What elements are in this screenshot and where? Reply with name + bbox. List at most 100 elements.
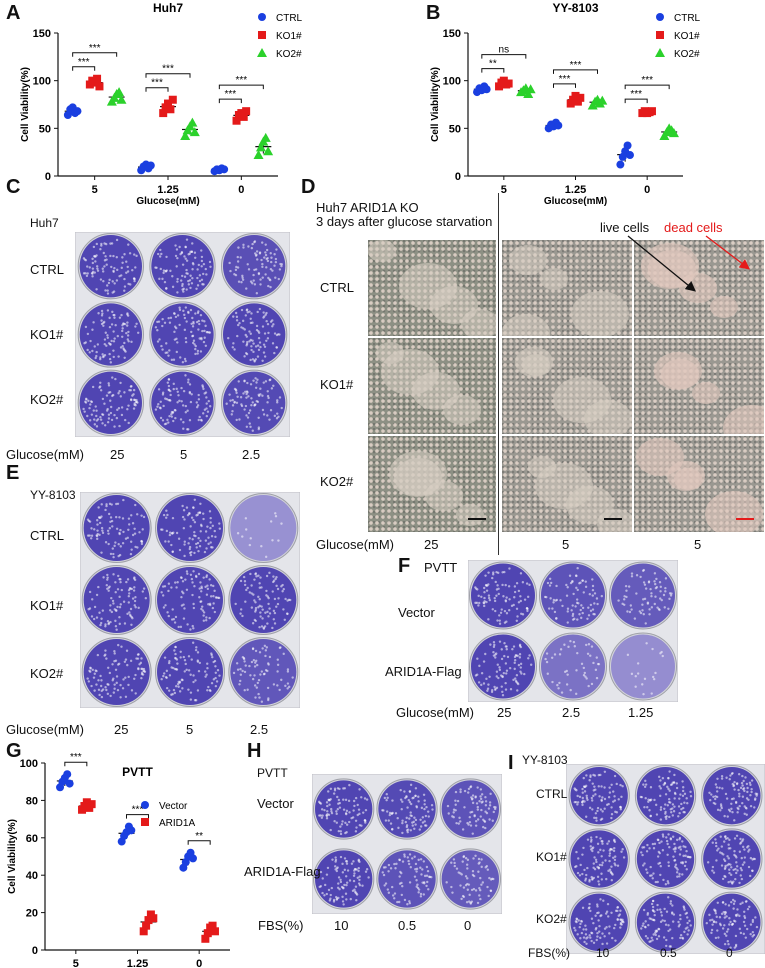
significance-label: ***	[224, 89, 236, 100]
y-tick-label: 0	[455, 171, 461, 183]
colony-well	[469, 561, 537, 630]
panel-d-title: Huh7 ARID1A KO	[316, 200, 419, 215]
data-point	[616, 160, 625, 169]
y-tick-label: 100	[20, 758, 38, 770]
data-point	[668, 128, 679, 138]
panel-c-cell-line: Huh7	[30, 216, 59, 230]
colony-well	[313, 778, 375, 840]
x-tick-label: 0	[644, 184, 650, 196]
x-tick-label: 1.25	[127, 958, 148, 968]
data-point	[149, 914, 158, 923]
panel-e-x-value: 2.5	[250, 722, 269, 737]
chart-title: YY-8103	[552, 1, 598, 15]
data-point	[63, 770, 72, 779]
legend-label: KO2#	[276, 49, 302, 60]
significance-label: ***	[132, 805, 144, 816]
colony-well	[149, 233, 216, 300]
colony-well	[439, 778, 501, 840]
data-point	[114, 87, 125, 97]
colony-well	[634, 828, 697, 890]
panel-label-i: I	[508, 752, 514, 774]
data-point	[597, 95, 608, 105]
x-axis-label: Glucose(mM)	[544, 196, 607, 207]
data-point	[159, 109, 168, 118]
significance-bracket	[218, 84, 264, 90]
legend-label: CTRL	[276, 13, 303, 24]
panel-e-row-label: KO2#	[30, 666, 64, 681]
data-point	[220, 165, 229, 174]
plate-i	[565, 763, 765, 955]
significance-bracket	[187, 840, 211, 845]
panel-h-cell-line: PVTT	[257, 766, 288, 780]
panel-e-row-label: KO1#	[30, 598, 64, 613]
y-tick-label: 40	[26, 870, 38, 882]
micrograph-tile	[634, 338, 764, 434]
y-tick-label: 0	[45, 171, 51, 183]
panel-h-x-title: FBS(%)	[258, 918, 304, 933]
panel-d-row-label: CTRL	[320, 280, 354, 295]
data-point	[144, 916, 153, 925]
significance-label: ***	[78, 57, 90, 68]
panel-label-d: D	[301, 176, 316, 198]
x-tick-label: 5	[501, 184, 507, 196]
panel-c-x-value: 5	[180, 447, 188, 462]
legend-marker	[655, 48, 665, 57]
panel-label-e: E	[6, 462, 20, 484]
panel-f-row-label: ARID1A-Flag	[385, 664, 462, 679]
scale-bar	[736, 518, 754, 520]
data-point	[210, 927, 219, 936]
data-point	[127, 826, 136, 835]
legend-label: CTRL	[674, 13, 701, 24]
colony-well	[568, 765, 630, 827]
colony-well	[469, 632, 537, 701]
colony-well	[439, 848, 501, 910]
plate-c	[74, 231, 291, 438]
significance-bracket	[481, 68, 505, 73]
data-point	[623, 141, 632, 150]
significance-bracket	[218, 98, 242, 104]
colony-well	[376, 848, 438, 910]
significance-label: **	[489, 59, 497, 70]
data-point	[263, 146, 274, 156]
panel-c-x-title: Glucose(mM)	[6, 447, 85, 462]
panel-d-divider	[498, 193, 499, 555]
legend-marker	[141, 818, 149, 826]
dead-cells-label: dead cells	[664, 220, 723, 235]
panel-f-row-label: Vector	[398, 605, 435, 620]
plate-f	[467, 559, 679, 703]
significance-label: ***	[151, 78, 163, 89]
panel-d-x-value: 5	[694, 537, 702, 552]
x-tick-label: 1.25	[157, 184, 178, 196]
significance-label: ***	[641, 75, 653, 86]
significance-bracket	[64, 761, 88, 767]
significance-bracket	[126, 814, 149, 819]
data-point	[116, 94, 127, 104]
panel-c-row-label: KO2#	[30, 392, 64, 407]
colony-well	[221, 233, 288, 300]
micrograph-tile	[634, 240, 764, 336]
significance-label: ***	[162, 64, 174, 75]
panel-h-row-label: Vector	[257, 796, 294, 811]
panel-f-x-title: Glucose(mM)	[396, 705, 475, 720]
panel-i-row-label: CTRL	[536, 787, 568, 801]
significance-bracket	[72, 66, 96, 71]
y-tick-label: 60	[26, 833, 38, 845]
significance-label: ***	[630, 89, 642, 100]
legend-marker	[656, 31, 664, 39]
panel-i-x-value: 10	[596, 946, 610, 960]
panel-c-row-label: CTRL	[30, 262, 64, 277]
x-tick-label: 5	[92, 184, 98, 196]
colony-well	[155, 637, 225, 707]
data-point	[189, 127, 200, 137]
colony-well	[609, 561, 677, 630]
y-tick-label: 50	[449, 123, 461, 135]
data-point	[142, 921, 151, 930]
micrograph-tile	[368, 338, 496, 434]
live-cells-arrow	[627, 235, 697, 292]
colony-well	[149, 369, 216, 436]
colony-well	[376, 778, 438, 840]
panel-f-x-value: 25	[497, 705, 512, 720]
chart-a-huh7: Huh7 0 50 100 150 5 1.25 0 Glucose(mM) Cell Viabi…	[20, 1, 303, 207]
legend-marker	[656, 13, 664, 21]
panel-d-x-value: 5	[562, 537, 570, 552]
